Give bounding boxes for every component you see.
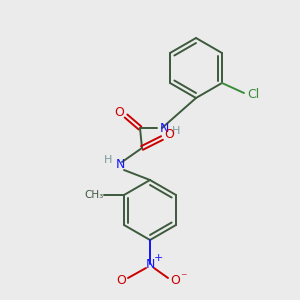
Text: H: H	[104, 155, 112, 165]
Text: ⁻: ⁻	[180, 272, 186, 284]
Text: O: O	[170, 274, 180, 286]
Text: N: N	[159, 122, 169, 134]
Text: +: +	[153, 253, 163, 263]
Text: CH₃: CH₃	[84, 190, 104, 200]
Text: O: O	[116, 274, 126, 286]
Text: Cl: Cl	[247, 88, 259, 101]
Text: O: O	[164, 128, 174, 142]
Text: N: N	[115, 158, 125, 170]
Text: H: H	[172, 126, 180, 136]
Text: O: O	[114, 106, 124, 118]
Text: N: N	[145, 257, 155, 271]
